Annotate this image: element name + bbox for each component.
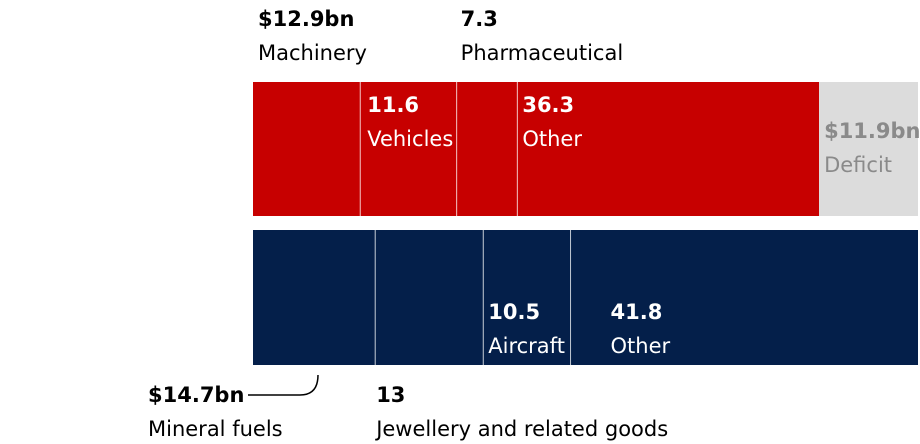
data-label-category: Mineral fuels [148,417,283,441]
bar-segment-imports-0 [253,230,376,365]
bar-segment-exports-4 [819,82,918,216]
data-label-value: $14.7bn [148,383,244,407]
data-label-category: Jewellery and related goods [374,417,668,441]
leader-line [248,374,319,396]
data-label-category: Other [611,334,671,358]
bar-segment-imports-2 [483,230,571,365]
data-label-value: 13 [376,383,405,407]
bar-segment-imports-1 [375,230,484,365]
data-label-value: 7.3 [461,7,498,31]
data-label-category: Other [522,127,582,151]
data-label-value: 41.8 [611,300,663,324]
data-label-value: $12.9bn [258,7,354,31]
data-label-category: Pharmaceutical [461,41,624,65]
data-label-value: $11.9bn [824,119,920,143]
bar-segment-exports-2 [456,82,518,216]
data-label-value: 36.3 [522,93,574,117]
data-label-category: Aircraft [488,334,565,358]
bar-segment-exports-3 [517,82,820,216]
data-label-value: 10.5 [488,300,540,324]
bar-segment-exports-0 [253,82,361,216]
bar-segment-imports-3 [570,230,918,365]
data-label-category: Vehicles [367,127,453,151]
data-label-category: Machinery [258,41,367,65]
bar-segment-exports-1 [360,82,457,216]
data-label-category: Deficit [824,153,892,177]
data-label-value: 11.6 [367,93,419,117]
